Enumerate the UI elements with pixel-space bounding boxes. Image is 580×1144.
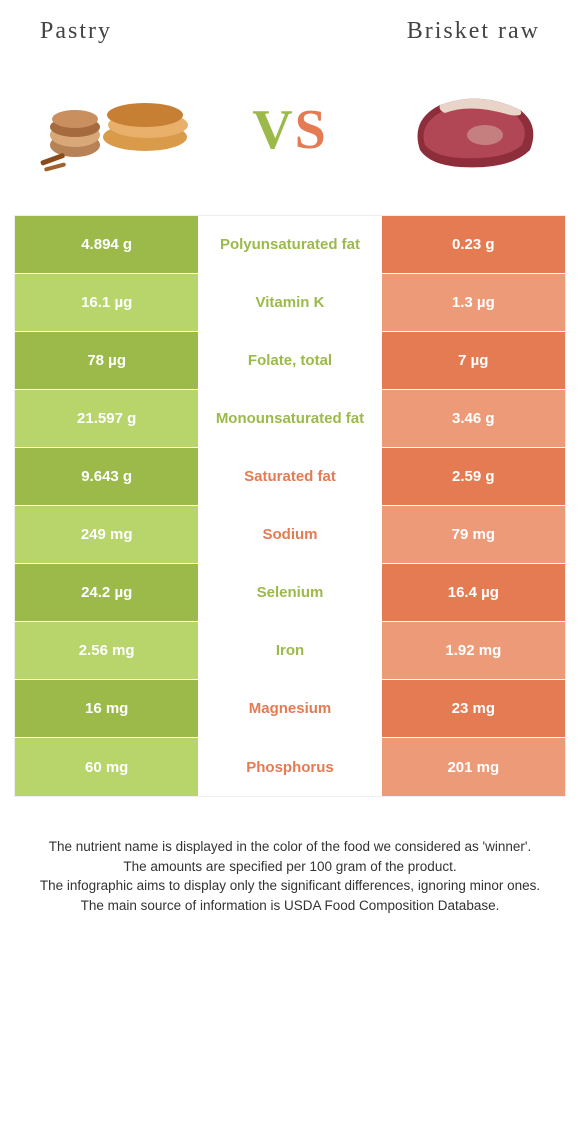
table-row: 2.56 mgIron1.92 mg	[15, 622, 565, 680]
left-title: Pastry	[40, 18, 112, 45]
right-value: 7 µg	[382, 332, 565, 389]
vs-label: VS	[252, 98, 328, 162]
nutrient-label: Folate, total	[198, 332, 381, 389]
footer-line-4: The main source of information is USDA F…	[30, 896, 550, 916]
nutrient-label: Saturated fat	[198, 448, 381, 505]
table-row: 60 mgPhosphorus201 mg	[15, 738, 565, 796]
nutrient-label: Phosphorus	[198, 738, 381, 796]
pastry-image	[30, 75, 190, 185]
footer-notes: The nutrient name is displayed in the co…	[0, 797, 580, 915]
header: Pastry Brisket raw	[0, 0, 580, 55]
left-value: 21.597 g	[15, 390, 198, 447]
right-title: Brisket raw	[407, 18, 540, 45]
table-row: 4.894 gPolyunsaturated fat0.23 g	[15, 216, 565, 274]
right-value: 2.59 g	[382, 448, 565, 505]
table-row: 24.2 µgSelenium16.4 µg	[15, 564, 565, 622]
comparison-table: 4.894 gPolyunsaturated fat0.23 g16.1 µgV…	[14, 215, 566, 797]
table-row: 78 µgFolate, total7 µg	[15, 332, 565, 390]
table-row: 249 mgSodium79 mg	[15, 506, 565, 564]
right-value: 1.3 µg	[382, 274, 565, 331]
table-row: 16.1 µgVitamin K1.3 µg	[15, 274, 565, 332]
nutrient-label: Sodium	[198, 506, 381, 563]
footer-line-2: The amounts are specified per 100 gram o…	[30, 857, 550, 877]
nutrient-label: Magnesium	[198, 680, 381, 737]
nutrient-label: Vitamin K	[198, 274, 381, 331]
right-value: 0.23 g	[382, 216, 565, 273]
footer-line-3: The infographic aims to display only the…	[30, 876, 550, 896]
right-value: 23 mg	[382, 680, 565, 737]
left-value: 249 mg	[15, 506, 198, 563]
right-value: 79 mg	[382, 506, 565, 563]
brisket-image	[390, 75, 550, 185]
table-row: 9.643 gSaturated fat2.59 g	[15, 448, 565, 506]
left-value: 24.2 µg	[15, 564, 198, 621]
right-value: 1.92 mg	[382, 622, 565, 679]
table-row: 21.597 gMonounsaturated fat3.46 g	[15, 390, 565, 448]
nutrient-label: Polyunsaturated fat	[198, 216, 381, 273]
right-value: 16.4 µg	[382, 564, 565, 621]
left-value: 4.894 g	[15, 216, 198, 273]
nutrient-label: Iron	[198, 622, 381, 679]
nutrient-label: Selenium	[198, 564, 381, 621]
left-value: 16.1 µg	[15, 274, 198, 331]
vs-s: S	[295, 99, 328, 161]
right-value: 3.46 g	[382, 390, 565, 447]
left-value: 16 mg	[15, 680, 198, 737]
left-value: 78 µg	[15, 332, 198, 389]
left-value: 2.56 mg	[15, 622, 198, 679]
table-row: 16 mgMagnesium23 mg	[15, 680, 565, 738]
nutrient-label: Monounsaturated fat	[198, 390, 381, 447]
footer-line-1: The nutrient name is displayed in the co…	[30, 837, 550, 857]
vs-row: VS	[0, 55, 580, 215]
left-value: 60 mg	[15, 738, 198, 796]
right-value: 201 mg	[382, 738, 565, 796]
left-value: 9.643 g	[15, 448, 198, 505]
vs-v: V	[252, 99, 294, 161]
